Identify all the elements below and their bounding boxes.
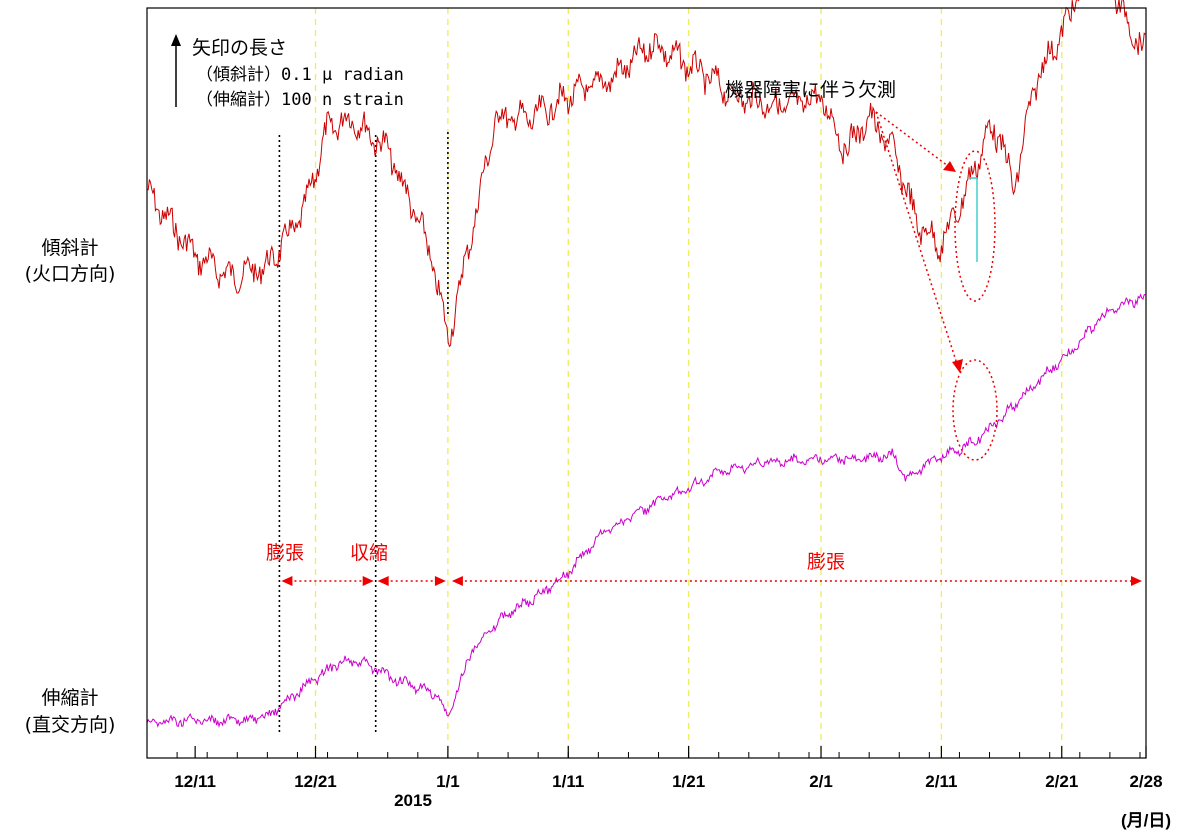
scale-legend: 矢印の長さ （傾斜計）0.1 μ radian （伸縮計）100 n strai… bbox=[171, 34, 404, 110]
phase-arrowhead-right-icon bbox=[363, 576, 374, 586]
tilt-series-label-line2: (火口方向) bbox=[25, 263, 116, 285]
scale-title: 矢印の長さ bbox=[192, 37, 287, 59]
missing-data-ellipse-tilt bbox=[955, 151, 995, 301]
phase-boundary-lines bbox=[279, 132, 448, 732]
year-label: 2015 bbox=[394, 791, 432, 810]
expansion-label-1: 膨張 bbox=[266, 542, 304, 564]
callout-line-tilt bbox=[876, 112, 948, 166]
callout-arrowhead-tilt-icon bbox=[943, 161, 956, 172]
missing-data-marker bbox=[969, 178, 977, 262]
x-tick-label: 2/21 bbox=[1045, 772, 1078, 791]
x-tick-label: 1/1 bbox=[436, 772, 460, 791]
x-tick-label: 2/1 bbox=[809, 772, 833, 791]
phase-arrowhead-left-icon bbox=[452, 576, 463, 586]
scale-arrow-icon bbox=[171, 34, 181, 46]
strain-series-line bbox=[147, 295, 1145, 727]
strain-series-label-line2: (直交方向) bbox=[25, 714, 116, 736]
tilt-series-label-line1: 傾斜計 bbox=[41, 237, 98, 259]
scale-strain-note: （伸縮計）100 n strain bbox=[196, 90, 404, 110]
x-tick-label: 2/28 bbox=[1129, 772, 1162, 791]
contraction-label: 収縮 bbox=[350, 542, 388, 564]
x-axis-ticks: 12/11 12/21 1/1 1/11 1/21 2/1 2/11 2/21 2/28 bbox=[147, 746, 1163, 791]
x-tick-label: 1/11 bbox=[552, 772, 584, 791]
grid-lines bbox=[316, 8, 1062, 758]
missing-data-annotation: 機器障害に伴う欠測 bbox=[725, 79, 896, 101]
phase-arrowhead-left-icon bbox=[281, 576, 292, 586]
x-tick-label: 12/11 bbox=[174, 772, 216, 791]
tilt-series-line bbox=[147, 0, 1145, 346]
phase-arrowhead-right-icon bbox=[435, 576, 446, 586]
x-tick-label: 2/11 bbox=[925, 772, 957, 791]
x-tick-label: 1/21 bbox=[672, 772, 705, 791]
strain-series-label-line1: 伸縮計 bbox=[41, 687, 98, 709]
callout-arrowhead-strain-icon bbox=[952, 359, 963, 373]
phase-arrows bbox=[281, 576, 1142, 586]
phase-arrowhead-right-icon bbox=[1131, 576, 1142, 586]
x-axis-unit-label: (月/日) bbox=[1121, 811, 1171, 830]
plot-frame bbox=[147, 8, 1146, 758]
callout-line-strain bbox=[876, 112, 957, 364]
phase-arrowhead-left-icon bbox=[378, 576, 389, 586]
scale-tilt-note: （傾斜計）0.1 μ radian bbox=[196, 65, 404, 85]
x-tick-label: 12/21 bbox=[294, 772, 337, 791]
expansion-label-2: 膨張 bbox=[807, 551, 845, 573]
